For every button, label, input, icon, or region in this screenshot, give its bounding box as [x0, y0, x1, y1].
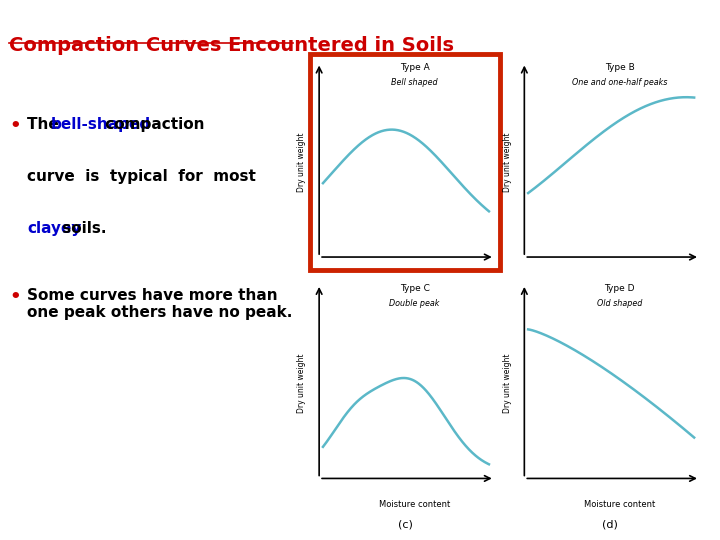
Text: Some curves have more than
one peak others have no peak.: Some curves have more than one peak othe…	[27, 288, 292, 320]
Text: Bell shaped: Bell shaped	[391, 78, 438, 87]
Text: Type B: Type B	[605, 63, 634, 72]
Text: Moisture content: Moisture content	[584, 500, 655, 509]
Text: (a): (a)	[397, 298, 413, 308]
Text: Type C: Type C	[400, 284, 429, 293]
Text: Double peak: Double peak	[390, 299, 440, 308]
Text: Type D: Type D	[605, 284, 635, 293]
Text: bell-shaped: bell-shaped	[50, 117, 150, 132]
Text: (b): (b)	[603, 298, 618, 308]
Text: (d): (d)	[602, 519, 618, 530]
Text: The: The	[27, 117, 64, 132]
Text: Type A: Type A	[400, 63, 429, 72]
Text: compaction: compaction	[100, 117, 205, 132]
Text: curve  is  typical  for  most: curve is typical for most	[27, 169, 256, 184]
Text: (c): (c)	[397, 519, 413, 530]
Text: Old shaped: Old shaped	[597, 299, 642, 308]
Text: Moisture content: Moisture content	[379, 500, 450, 509]
Text: clayey: clayey	[27, 221, 81, 236]
Text: soils.: soils.	[57, 221, 107, 236]
Text: One and one-half peaks: One and one-half peaks	[572, 78, 667, 87]
Text: Dry unit weight: Dry unit weight	[297, 354, 307, 413]
Text: Dry unit weight: Dry unit weight	[503, 132, 512, 192]
Text: •: •	[9, 117, 21, 134]
Text: Dry unit weight: Dry unit weight	[297, 132, 307, 192]
Text: Compaction Curves Encountered in Soils: Compaction Curves Encountered in Soils	[9, 36, 454, 55]
Text: Moisture content: Moisture content	[379, 279, 450, 288]
Text: Dry unit weight: Dry unit weight	[503, 354, 512, 413]
Text: •: •	[9, 288, 21, 306]
Text: Moisture content: Moisture content	[584, 279, 655, 288]
